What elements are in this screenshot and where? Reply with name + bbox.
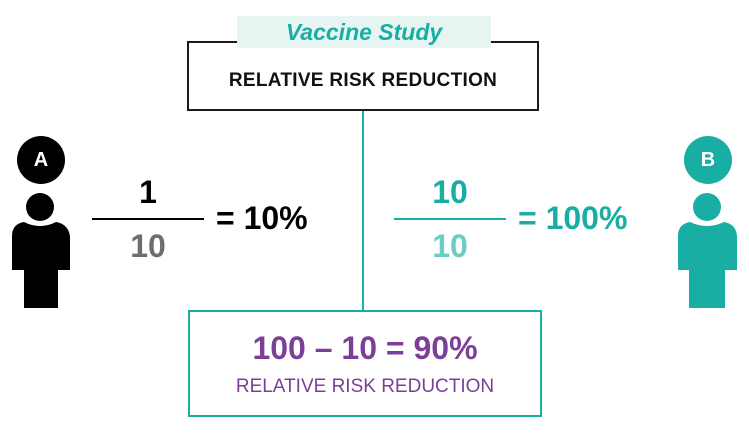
b-denominator: 10 [432, 228, 468, 264]
b-fraction-line [394, 218, 506, 220]
badge-b: B [684, 136, 732, 184]
connector-line [362, 111, 364, 310]
a-fraction-line [92, 218, 204, 220]
person-b-icon [678, 193, 737, 308]
a-result: = 10% [216, 200, 308, 236]
result-label: RELATIVE RISK REDUCTION [235, 376, 495, 397]
a-denominator: 10 [130, 228, 166, 264]
a-numerator: 1 [139, 174, 157, 210]
b-numerator: 10 [432, 174, 468, 210]
badge-a: A [17, 136, 65, 184]
b-result: = 100% [518, 200, 628, 236]
person-a-icon [12, 193, 70, 308]
header-title: RELATIVE RISK REDUCTION [228, 70, 498, 91]
result-box [188, 310, 542, 417]
result-equation: 100 – 10 = 90% [252, 330, 478, 366]
study-tag: Vaccine Study [237, 16, 491, 48]
